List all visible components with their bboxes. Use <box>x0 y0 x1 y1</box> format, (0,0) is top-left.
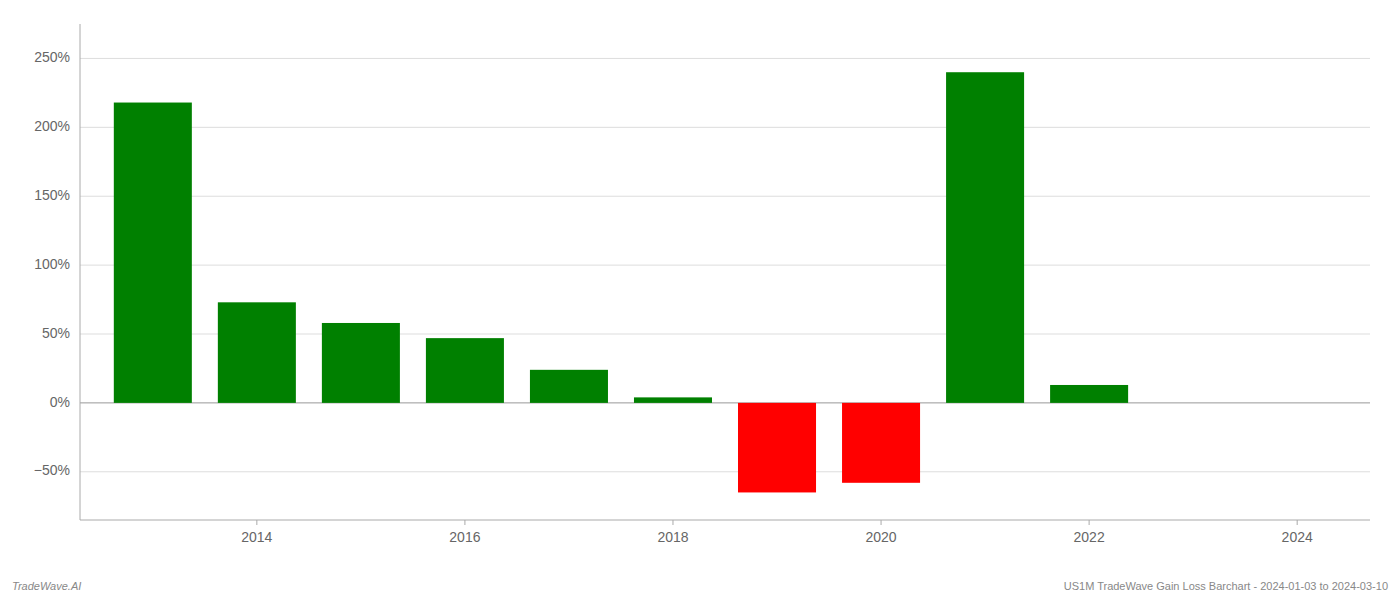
x-tick-label: 2022 <box>1074 529 1105 545</box>
bar <box>426 338 504 403</box>
grid-line <box>80 471 1370 472</box>
footer-right: US1M TradeWave Gain Loss Barchart - 2024… <box>1064 580 1388 592</box>
y-tick-label: 50% <box>42 325 70 341</box>
x-tick <box>1297 520 1298 525</box>
y-tick-label: 150% <box>34 187 70 203</box>
bar <box>1050 385 1128 403</box>
grid-line <box>80 58 1370 59</box>
y-tick-label: 200% <box>34 118 70 134</box>
bar <box>218 302 296 403</box>
x-tick <box>256 520 257 525</box>
x-tick-label: 2020 <box>865 529 896 545</box>
y-tick-label: 100% <box>34 256 70 272</box>
x-tick-label: 2014 <box>241 529 272 545</box>
y-tick-label: −50% <box>34 462 70 478</box>
bar <box>842 403 920 483</box>
x-tick-label: 2024 <box>1282 529 1313 545</box>
axes: −50% 0% 50% 100% 150% 200% 250% 2014 2016 2018 202… <box>34 24 1370 545</box>
footer-left: TradeWave.AI <box>12 580 81 592</box>
y-axis-line <box>80 24 81 520</box>
grid-line <box>80 265 1370 266</box>
chart: −50% 0% 50% 100% 150% 200% 250% 2014 2016 2018 202… <box>0 0 1400 600</box>
footer: TradeWave.AI US1M TradeWave Gain Loss Bar… <box>12 580 1388 592</box>
y-tick-label: 250% <box>34 49 70 65</box>
bar <box>530 370 608 403</box>
bar <box>634 397 712 403</box>
bar <box>114 103 192 403</box>
bar <box>322 323 400 403</box>
x-tick <box>881 520 882 525</box>
x-tick-label: 2016 <box>449 529 480 545</box>
x-tick <box>1089 520 1090 525</box>
x-tick <box>464 520 465 525</box>
grid-line <box>80 196 1370 197</box>
x-tick <box>672 520 673 525</box>
y-tick-label: 0% <box>50 394 70 410</box>
bar <box>1154 402 1232 403</box>
grid <box>80 58 1370 471</box>
grid-line <box>80 127 1370 128</box>
page: {"chart_data": { "type": "bar", "x": [20… <box>0 0 1400 600</box>
x-tick-label: 2018 <box>657 529 688 545</box>
bar <box>946 72 1024 403</box>
bars <box>114 72 1128 492</box>
x-axis-line <box>80 520 1370 521</box>
bar <box>738 403 816 493</box>
